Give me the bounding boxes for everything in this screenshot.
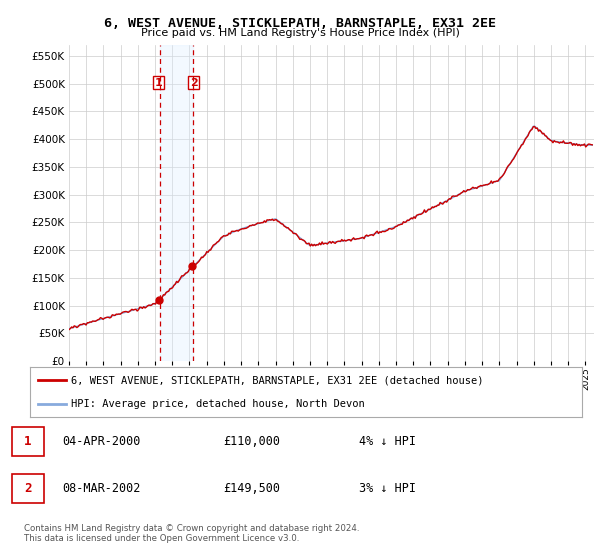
Text: 3% ↓ HPI: 3% ↓ HPI	[359, 482, 416, 495]
Text: 04-APR-2000: 04-APR-2000	[62, 435, 140, 448]
Text: 4% ↓ HPI: 4% ↓ HPI	[359, 435, 416, 448]
Text: Price paid vs. HM Land Registry's House Price Index (HPI): Price paid vs. HM Land Registry's House …	[140, 28, 460, 38]
Text: 1: 1	[155, 78, 163, 88]
Text: 2: 2	[190, 78, 197, 88]
Text: 2: 2	[24, 482, 32, 495]
Bar	[160, 45, 193, 361]
Text: 6, WEST AVENUE, STICKLEPATH, BARNSTAPLE, EX31 2EE: 6, WEST AVENUE, STICKLEPATH, BARNSTAPLE,…	[104, 17, 496, 30]
FancyBboxPatch shape	[12, 474, 44, 503]
FancyBboxPatch shape	[12, 427, 44, 456]
Text: £149,500: £149,500	[224, 482, 281, 495]
Text: HPI: Average price, detached house, North Devon: HPI: Average price, detached house, Nort…	[71, 399, 365, 409]
Text: 6, WEST AVENUE, STICKLEPATH, BARNSTAPLE, EX31 2EE (detached house): 6, WEST AVENUE, STICKLEPATH, BARNSTAPLE,…	[71, 375, 484, 385]
Text: 08-MAR-2002: 08-MAR-2002	[62, 482, 140, 495]
Text: £110,000: £110,000	[224, 435, 281, 448]
Text: Contains HM Land Registry data © Crown copyright and database right 2024.
This d: Contains HM Land Registry data © Crown c…	[24, 524, 359, 543]
Text: 1: 1	[24, 435, 32, 448]
